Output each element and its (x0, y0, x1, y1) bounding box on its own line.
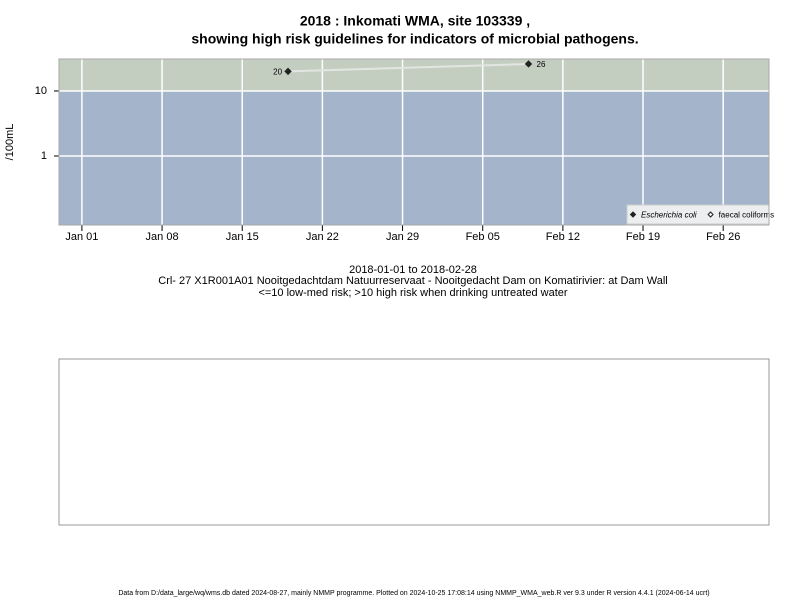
chart-title: 2018 : Inkomati WMA, site 103339 , (300, 13, 530, 29)
y-tick-label: 10 (35, 85, 47, 97)
x-tick-label: Jan 01 (65, 231, 98, 243)
x-tick-label: Jan 22 (306, 231, 339, 243)
x-tick-label: Jan 29 (386, 231, 419, 243)
legend-label: faecal coliforms (719, 211, 775, 220)
y-axis-label: /100mL (4, 124, 16, 161)
data-label: 26 (537, 60, 546, 69)
legend-label: Escherichia coli (641, 211, 697, 220)
x-tick-label: Jan 08 (146, 231, 179, 243)
plot-border (58, 58, 770, 226)
data-label: 20 (273, 67, 282, 76)
chart-subtitle: showing high risk guidelines for indicat… (191, 31, 638, 47)
x-tick-label: Jan 15 (226, 231, 259, 243)
data-point (284, 67, 292, 76)
low-risk-band (59, 90, 769, 225)
x-tick-label: Feb 05 (466, 231, 500, 243)
data-point (524, 60, 533, 68)
y-tick-label: 1 (41, 150, 47, 162)
caption: 2018-01-01 to 2018-02-28 (349, 264, 477, 276)
footer: Data from D:/data_large/wq/wms.db dated … (118, 590, 709, 597)
x-tick-label: Feb 26 (706, 231, 740, 243)
legend-marker (707, 211, 714, 218)
caption: <=10 low-med risk; >10 high risk when dr… (258, 287, 567, 299)
empty-panel (58, 358, 770, 526)
x-tick-label: Feb 19 (626, 231, 660, 243)
high-risk-band (59, 59, 769, 91)
caption: Crl- 27 X1R001A01 Nooitgedachtdam Natuur… (158, 275, 668, 287)
series-line (288, 62, 529, 73)
x-tick-label: Feb 12 (546, 231, 580, 243)
legend-marker (629, 211, 637, 218)
